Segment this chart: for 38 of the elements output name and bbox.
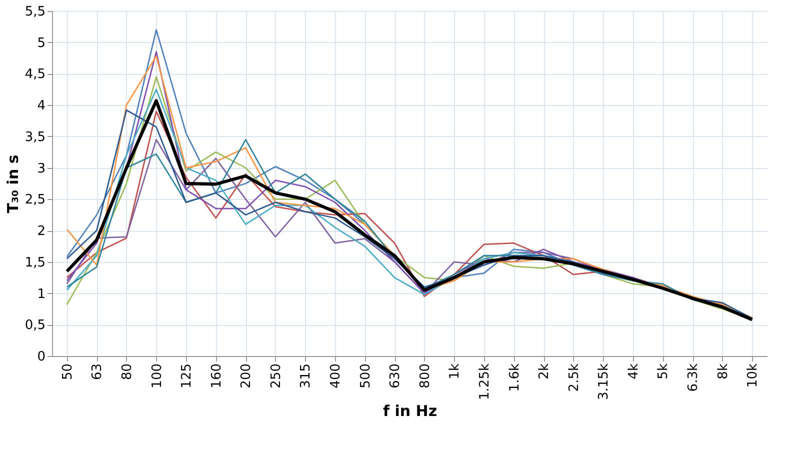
x-tick-label: 5k bbox=[656, 363, 672, 380]
y-tick-label: 5,5 bbox=[24, 4, 46, 20]
y-tick-label: 5 bbox=[37, 36, 46, 51]
y-tick-label: 3 bbox=[37, 161, 46, 176]
x-tick-label: 500 bbox=[358, 364, 374, 388]
y-tick-label: 1,5 bbox=[24, 255, 46, 270]
y-tick-label: 0 bbox=[37, 350, 46, 364]
x-tick-label: 2k bbox=[537, 363, 552, 380]
x-tick-label: 2.5k bbox=[566, 363, 582, 392]
x-tick-label: 630 bbox=[388, 364, 404, 388]
x-tick-label: 4k bbox=[626, 363, 642, 380]
x-tick-label: 50 bbox=[60, 364, 76, 380]
x-tick-label: 250 bbox=[268, 364, 284, 388]
y-tick-label: 3,5 bbox=[24, 130, 46, 145]
y-axis-title: T₃₀ in s bbox=[4, 154, 22, 214]
y-tick-label: 1 bbox=[37, 286, 46, 302]
y-tick-label: 4 bbox=[37, 98, 46, 114]
x-tick-label: 400 bbox=[328, 364, 344, 388]
x-tick-label: 125 bbox=[180, 364, 195, 388]
x-tick-label: 8k bbox=[716, 363, 731, 380]
x-tick-label: 800 bbox=[418, 364, 433, 388]
y-tick-label: 4,5 bbox=[24, 67, 46, 82]
y-tick-label: 0,5 bbox=[24, 318, 46, 334]
x-tick-label: 6.3k bbox=[686, 363, 702, 392]
y-tick-label: 2 bbox=[37, 224, 46, 240]
x-tick-label: 80 bbox=[120, 364, 135, 380]
x-axis-title: f in Hz bbox=[382, 402, 438, 420]
x-tick-label: 160 bbox=[209, 364, 224, 388]
x-tick-label: 100 bbox=[150, 364, 165, 388]
y-tick-label: 2,5 bbox=[24, 192, 46, 208]
x-tick-label: 10k bbox=[746, 363, 761, 388]
x-tick-label: 63 bbox=[90, 364, 106, 380]
x-tick-label: 200 bbox=[239, 364, 254, 388]
x-tick-label: 1.25k bbox=[477, 363, 492, 400]
x-tick-label: 3.15k bbox=[596, 363, 612, 400]
x-tick-label: 1.6k bbox=[507, 363, 522, 392]
x-tick-label: 1k bbox=[448, 363, 463, 380]
x-tick-label: 315 bbox=[298, 364, 314, 388]
